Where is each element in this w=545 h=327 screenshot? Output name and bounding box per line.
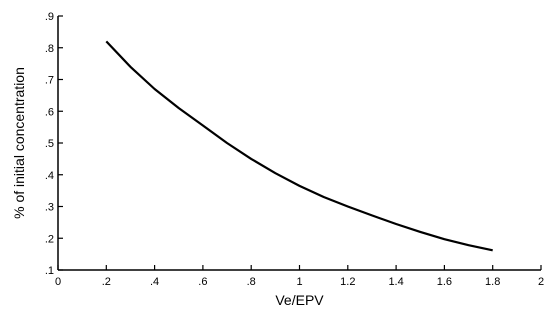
x-ticks: 0 .2 .4 .6 .8 1 1.2 1.4 1.6 1.8 2 [55, 265, 544, 288]
y-tick-label: .4 [45, 170, 54, 182]
y-axis-title: % of initial concentration [11, 67, 27, 219]
series-line [105, 40, 493, 252]
x-tick-label: .2 [102, 276, 111, 288]
y-tick-label: .3 [45, 202, 54, 214]
y-tick-label: .6 [45, 106, 54, 118]
x-tick-label: .6 [198, 276, 207, 288]
x-tick-label: 1.8 [485, 276, 500, 288]
x-tick-label: .4 [150, 276, 159, 288]
y-ticks: .1 .2 .3 .4 .5 .6 .7 .8 .9 [45, 11, 63, 277]
y-tick-label: .8 [45, 43, 54, 55]
series-group [105, 40, 493, 252]
axes [57, 16, 541, 271]
x-axis-title: Ve/EPV [275, 292, 324, 308]
x-tick-label: 1.2 [340, 276, 355, 288]
x-tick-label: .8 [247, 276, 256, 288]
x-tick-label: 1.6 [437, 276, 452, 288]
y-tick-label: .9 [45, 11, 54, 23]
y-tick-label: .2 [45, 233, 54, 245]
x-tick-label: 0 [55, 276, 61, 288]
x-tick-label: 1.4 [388, 276, 403, 288]
x-tick-label: 1 [296, 276, 302, 288]
x-tick-label: 2 [538, 276, 544, 288]
y-tick-label: .1 [45, 265, 54, 277]
y-tick-label: .7 [45, 75, 54, 87]
y-tick-label: .5 [45, 138, 54, 150]
